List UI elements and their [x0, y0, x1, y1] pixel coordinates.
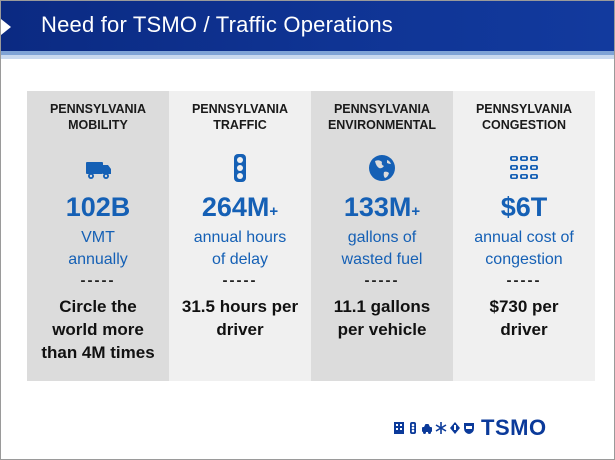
snowflake-icon: [435, 422, 447, 434]
description-line: VMT: [81, 229, 115, 246]
footer-logo: TSMO: [393, 415, 547, 441]
comparison-line: $730 per: [489, 297, 559, 316]
title-bar: Need for TSMO / Traffic Operations: [1, 1, 614, 51]
stats-panel: PENNSYLVANIA MOBILITY 102B VMT annually …: [27, 91, 595, 381]
stat-number: 264M: [201, 192, 270, 222]
description-line: gallons of: [347, 229, 417, 246]
stat-value: 133M+: [311, 191, 453, 228]
description-line: of delay: [211, 251, 269, 268]
stat-description: annual hours of delay: [169, 227, 311, 271]
stat-comparison: $730 per driver: [453, 295, 595, 341]
truck-icon: [86, 162, 111, 179]
description-line: congestion: [485, 251, 563, 268]
title-stripe-light: [1, 55, 614, 59]
tsmo-logo-icons: [393, 421, 475, 435]
heading-line: PENNSYLVANIA: [333, 102, 431, 116]
heading-line: CONGESTION: [481, 118, 567, 132]
car-icon: [422, 424, 432, 434]
heading-line: PENNSYLVANIA: [49, 102, 147, 116]
description-line: wasted fuel: [341, 251, 423, 268]
stat-number: 102B: [65, 192, 131, 222]
comparison-line: 31.5 hours per: [181, 297, 299, 316]
stat-value: $6T: [453, 191, 595, 228]
comparison-line: driver: [500, 320, 548, 339]
stat-column-traffic: PENNSYLVANIA TRAFFIC 264M+ annual hours …: [169, 91, 311, 381]
column-heading: PENNSYLVANIA CONGESTION: [453, 101, 595, 133]
column-heading: PENNSYLVANIA ENVIRONMENTAL: [311, 101, 453, 133]
stat-suffix: +: [269, 203, 279, 220]
description-line: annual hours: [193, 229, 287, 246]
heading-line: PENNSYLVANIA: [475, 102, 573, 116]
column-heading: PENNSYLVANIA TRAFFIC: [169, 101, 311, 133]
slide-title: Need for TSMO / Traffic Operations: [41, 12, 394, 37]
divider: -----: [80, 272, 116, 289]
traffic-light-icon: [234, 154, 246, 182]
diamond-sign-icon: [450, 422, 460, 434]
congestion-cars-icon: [510, 156, 538, 179]
stat-column-mobility: PENNSYLVANIA MOBILITY 102B VMT annually …: [27, 91, 169, 381]
signal-icon: [410, 422, 416, 434]
comparison-line: Circle the: [59, 297, 137, 316]
stat-column-environmental: PENNSYLVANIA ENVIRONMENTAL 133M+ gallons…: [311, 91, 453, 381]
heading-line: ENVIRONMENTAL: [327, 118, 437, 132]
stat-comparison: 11.1 gallons per vehicle: [311, 295, 453, 341]
stat-suffix: +: [411, 203, 421, 220]
stat-comparison: 31.5 hours per driver: [169, 295, 311, 341]
title-stripe: [1, 51, 614, 55]
building-icon: [394, 422, 404, 434]
globe-icon: [369, 155, 395, 181]
heading-line: TRAFFIC: [213, 118, 267, 132]
stat-description: annual cost of congestion: [453, 227, 595, 271]
stat-description: VMT annually: [27, 227, 169, 271]
stat-column-congestion: PENNSYLVANIA CONGESTION $6T annu: [453, 91, 595, 381]
stat-value: 102B: [27, 191, 169, 228]
stat-value: 264M+: [169, 191, 311, 228]
stat-comparison: Circle the world more than 4M times: [27, 295, 169, 364]
highway-sign-icon: [464, 423, 474, 434]
description-line: annually: [68, 251, 128, 268]
stat-number: 133M: [343, 192, 412, 222]
comparison-line: world more: [52, 320, 144, 339]
divider: -----: [506, 272, 542, 289]
stat-number: $6T: [500, 192, 548, 222]
heading-line: PENNSYLVANIA: [191, 102, 289, 116]
title-marker: [1, 19, 11, 35]
comparison-line: per vehicle: [337, 320, 427, 339]
comparison-line: driver: [216, 320, 264, 339]
comparison-line: than 4M times: [41, 343, 155, 362]
divider: -----: [222, 272, 258, 289]
description-line: annual cost of: [474, 229, 574, 246]
divider: -----: [364, 272, 400, 289]
column-heading: PENNSYLVANIA MOBILITY: [27, 101, 169, 133]
stat-description: gallons of wasted fuel: [311, 227, 453, 271]
heading-line: MOBILITY: [68, 118, 128, 132]
tsmo-logo-text: TSMO: [481, 415, 547, 440]
comparison-line: 11.1 gallons: [333, 297, 431, 316]
